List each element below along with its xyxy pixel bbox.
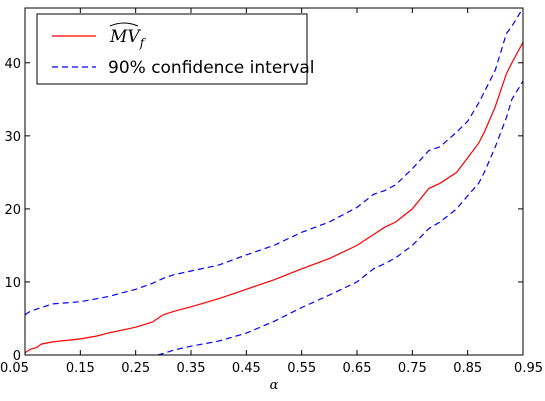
legend-label-interval: 90% confidence interval xyxy=(108,58,314,78)
series-layer xyxy=(24,7,524,356)
legend: MVf 90% confidence interval xyxy=(36,13,314,85)
x-tick-label-2: 0.25 xyxy=(121,361,150,376)
y-tick-label-1: 10 xyxy=(4,276,21,291)
legend-label-estimate-main: MV xyxy=(109,27,141,47)
legend-frame xyxy=(36,13,308,85)
x-tick-label-4: 0.45 xyxy=(232,361,261,376)
x-tick-label-8: 0.85 xyxy=(453,361,482,376)
series-line-2 xyxy=(157,80,524,356)
x-tick-label-7: 0.75 xyxy=(398,361,427,376)
x-tick-label-1: 0.15 xyxy=(66,361,95,376)
y-tick-label-3: 30 xyxy=(4,130,21,145)
plot-frame xyxy=(24,7,524,356)
legend-hat-icon xyxy=(109,22,139,27)
y-tick-label-0: 0 xyxy=(13,349,21,364)
y-tick-label-2: 20 xyxy=(4,203,21,218)
x-tick-label-9: 0.95 xyxy=(514,361,543,376)
ticks-layer: 0.05 0.15 0.25 0.35 0.45 0.55 0.65 0.75 0.85 0.95… xyxy=(0,8,543,376)
y-tick-label-4: 40 xyxy=(4,57,21,72)
x-tick-label-0: 0.05 xyxy=(0,361,29,376)
svg-text:MVf: MVf xyxy=(109,27,147,50)
legend-label-estimate: MVf xyxy=(109,22,147,50)
series-line-0 xyxy=(24,42,524,354)
x-tick-label-3: 0.35 xyxy=(177,361,206,376)
x-axis-label: α xyxy=(270,378,279,393)
series-line-1 xyxy=(24,7,524,316)
legend-label-estimate-sub: f xyxy=(139,36,147,50)
x-tick-label-5: 0.55 xyxy=(287,361,316,376)
x-tick-label-6: 0.65 xyxy=(343,361,372,376)
